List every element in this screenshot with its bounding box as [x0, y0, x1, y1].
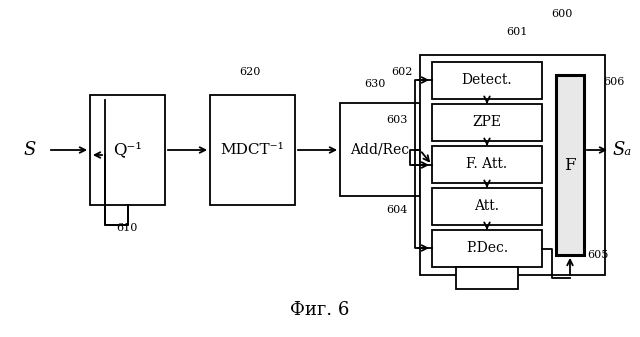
Text: MDCT⁻¹: MDCT⁻¹ [221, 143, 284, 157]
Text: 606: 606 [604, 77, 625, 87]
Bar [432, 104, 542, 141]
Text: 602: 602 [391, 67, 413, 77]
Text: Q⁻¹: Q⁻¹ [113, 142, 142, 158]
Bar [432, 62, 542, 99]
Text: 630: 630 [364, 79, 386, 89]
Bar [420, 55, 605, 275]
Bar [432, 146, 542, 183]
Text: Detect.: Detect. [461, 73, 512, 88]
Text: F: F [564, 156, 576, 174]
Bar [432, 188, 542, 225]
Bar [340, 103, 420, 196]
Text: 605: 605 [588, 250, 609, 260]
Bar [432, 230, 542, 267]
Text: 603: 603 [387, 115, 408, 125]
Text: S: S [24, 141, 36, 159]
Bar [210, 95, 295, 205]
Text: Фиг. 6: Фиг. 6 [291, 301, 349, 319]
Text: P.Dec.: P.Dec. [466, 242, 508, 255]
Bar [456, 267, 518, 289]
Text: 600: 600 [551, 9, 573, 19]
Text: 620: 620 [239, 67, 260, 77]
Text: F. Att.: F. Att. [467, 157, 508, 172]
Bar [556, 75, 584, 255]
Text: ZPE: ZPE [472, 116, 502, 129]
Text: 601: 601 [506, 27, 528, 37]
Text: Sₐ: Sₐ [612, 141, 632, 159]
Text: 604: 604 [387, 205, 408, 215]
Text: Add/Rec: Add/Rec [351, 143, 410, 156]
Text: Att.: Att. [474, 200, 499, 214]
Text: 610: 610 [116, 223, 138, 233]
Bar [90, 95, 165, 205]
